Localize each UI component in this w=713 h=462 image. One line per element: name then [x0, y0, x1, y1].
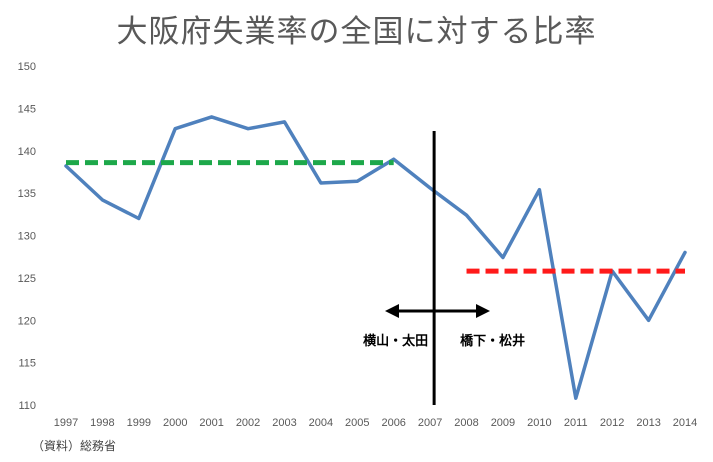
x-tick-label: 1998	[90, 417, 114, 429]
y-tick-label: 115	[18, 358, 36, 370]
x-tick-label: 2006	[381, 417, 405, 429]
y-tick-label: 120	[18, 315, 36, 327]
x-tick-label: 2005	[345, 417, 369, 429]
annotation-right-label: 橋下・松井	[460, 333, 525, 349]
chart-title: 大阪府失業率の全国に対する比率	[116, 14, 597, 50]
x-tick-label: 2009	[491, 417, 515, 429]
annotation-left-label: 横山・太田	[363, 333, 428, 349]
reference-lines	[66, 160, 685, 274]
x-tick-label: 2011	[564, 417, 588, 429]
y-axis-ticks: 110 115 120 125 130 135 140 145 150	[18, 61, 36, 412]
arrow-right-head	[476, 304, 490, 318]
series-line	[64, 115, 687, 400]
y-tick-label: 110	[18, 400, 36, 412]
y-tick-label: 125	[18, 273, 36, 285]
x-tick-label: 2007	[418, 417, 442, 429]
x-tick-label: 2004	[309, 417, 333, 429]
x-tick-label: 1997	[54, 417, 78, 429]
y-tick-label: 140	[18, 146, 36, 158]
x-tick-label: 2010	[527, 417, 551, 429]
series-layer	[64, 115, 687, 400]
x-tick-label: 2001	[199, 417, 223, 429]
x-tick-label: 2002	[236, 417, 260, 429]
y-tick-label: 145	[18, 103, 36, 115]
x-tick-label: 1999	[127, 417, 151, 429]
x-tick-label: 2003	[272, 417, 296, 429]
x-axis-ticks: 1997 1998 1999 2000 2001 2002 2003 2004 2005 2006…	[54, 417, 697, 429]
arrow-left-head	[385, 304, 399, 318]
x-tick-label: 2012	[600, 417, 624, 429]
source-note: （資料）総務省	[32, 439, 117, 453]
x-tick-label: 2008	[454, 417, 478, 429]
y-tick-label: 130	[18, 231, 36, 243]
x-tick-label: 2013	[636, 417, 660, 429]
annotation-layer: 横山・太田 橋下・松井	[363, 333, 525, 349]
y-tick-label: 135	[18, 188, 36, 200]
divider-layer	[385, 131, 490, 405]
x-tick-label: 2014	[673, 417, 697, 429]
x-tick-label: 2000	[163, 417, 187, 429]
y-tick-label: 150	[18, 61, 36, 73]
